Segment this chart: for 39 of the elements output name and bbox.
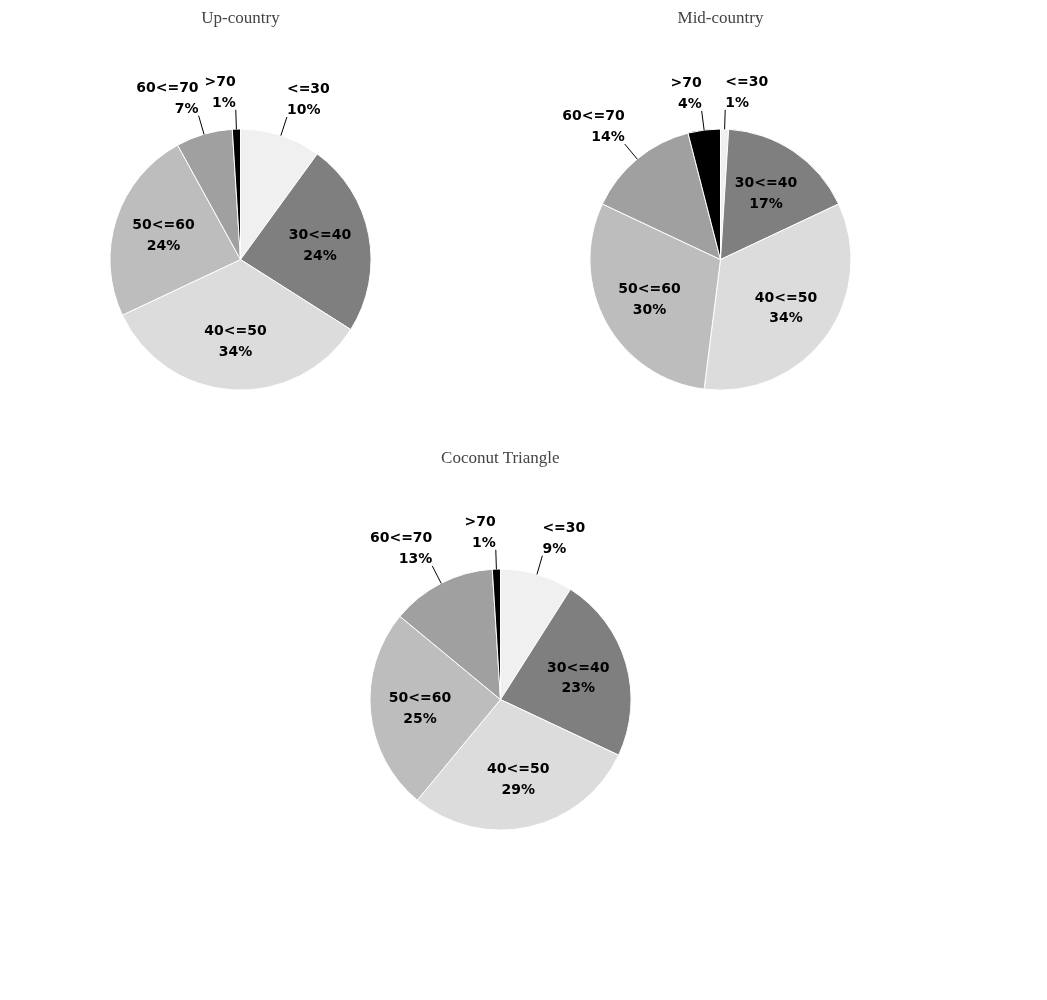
slice-label: 60<=70	[562, 107, 626, 124]
data-label: 23%	[561, 679, 595, 696]
data-label: 29%	[501, 780, 535, 797]
chart-title: Mid-country	[677, 7, 764, 27]
data-label: 1%	[472, 533, 496, 550]
slice-label: <=30	[286, 80, 331, 97]
data-label: 4%	[677, 94, 702, 111]
slice-label: <=30	[725, 72, 769, 89]
slice-label: 30<=40	[547, 658, 610, 675]
data-label: 7%	[174, 99, 199, 116]
slice-label: 50<=60	[388, 688, 452, 705]
slice-label: 50<=60	[132, 216, 195, 233]
data-label: 10%	[286, 101, 321, 118]
slice-label: 40<=50	[754, 288, 818, 305]
slice-label: 30<=40	[734, 174, 798, 191]
slice-label: 30<=40	[288, 226, 352, 243]
slice-label: 40<=50	[486, 760, 550, 777]
slice-label: 60<=70	[369, 529, 433, 546]
data-label: 9%	[542, 539, 567, 556]
slice-label: <=30	[542, 518, 586, 535]
data-label: 25%	[403, 709, 437, 726]
data-label: 24%	[303, 246, 337, 263]
data-label: 24%	[146, 237, 181, 253]
data-label: 1%	[725, 93, 749, 110]
slice-label: 60<=70	[136, 78, 199, 95]
chart-title: Coconut Triangle	[441, 447, 560, 467]
data-label: 13%	[398, 550, 433, 567]
data-label: 14%	[591, 128, 625, 145]
slice-label: 40<=50	[204, 321, 267, 338]
data-label: 34%	[769, 309, 803, 326]
chart-title: Up-country	[201, 7, 281, 27]
slice-label: >70	[464, 512, 497, 529]
data-label: 30%	[632, 300, 667, 317]
data-label: 17%	[749, 195, 783, 212]
slice-label: 50<=60	[618, 280, 682, 297]
data-label: 1%	[212, 93, 236, 110]
slice-label: >70	[670, 74, 702, 91]
data-label: 34%	[218, 342, 253, 359]
slice-label: >70	[204, 72, 237, 89]
